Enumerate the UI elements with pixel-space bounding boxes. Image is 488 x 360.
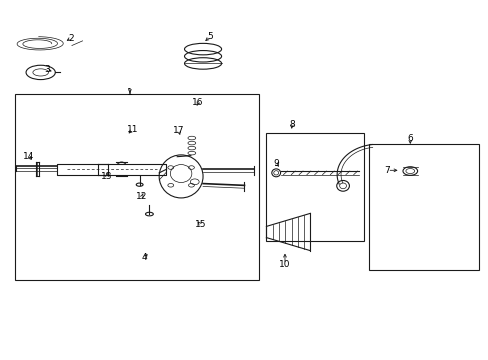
Text: 13: 13 — [101, 172, 113, 181]
Text: 17: 17 — [173, 126, 184, 135]
Text: 1: 1 — [127, 87, 133, 96]
Text: 16: 16 — [192, 98, 203, 107]
Text: 3: 3 — [44, 65, 50, 74]
Text: 10: 10 — [279, 260, 290, 269]
Bar — [57, 164, 166, 175]
Text: 14: 14 — [23, 152, 35, 161]
Text: 12: 12 — [136, 192, 147, 201]
Text: 7: 7 — [384, 166, 389, 175]
Bar — [266, 134, 363, 241]
Text: 5: 5 — [207, 32, 213, 41]
Text: 6: 6 — [407, 134, 412, 143]
Text: 9: 9 — [273, 159, 279, 168]
Bar — [15, 94, 259, 280]
Text: 11: 11 — [126, 125, 138, 134]
Text: 15: 15 — [194, 220, 206, 229]
Text: 2: 2 — [68, 34, 74, 43]
Text: 8: 8 — [288, 120, 294, 129]
Bar — [368, 144, 478, 270]
Text: 4: 4 — [142, 253, 147, 262]
